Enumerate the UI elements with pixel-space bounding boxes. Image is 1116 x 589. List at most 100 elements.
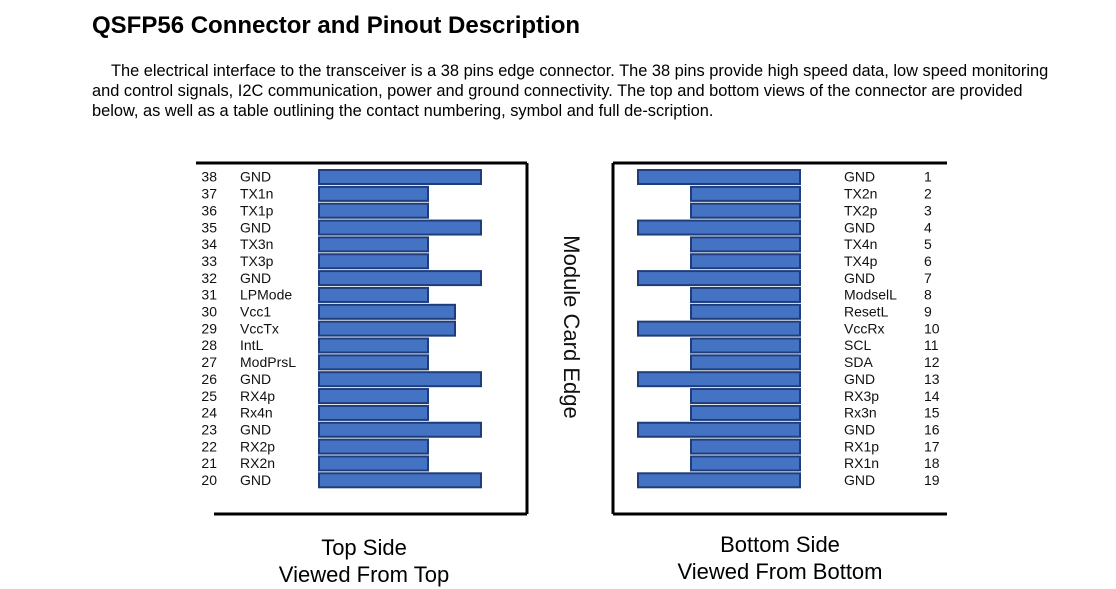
top_side-pin-36-symbol: TX1p — [240, 202, 274, 218]
bottom_side-pin-12-pad — [690, 354, 801, 371]
top_side-pin-28-pad — [318, 337, 429, 354]
top_side-pin-35-number: 35 — [201, 219, 217, 235]
bottom_side-pin-16-pad — [637, 421, 801, 438]
top_side-pin-33-number: 33 — [201, 253, 217, 269]
top-side-caption-line2: Viewed From Top — [278, 562, 450, 587]
bottom-side-pins: 1 GND 2 TX2n 3 TX2p 4 GND 5 TX4n 6 TX4p 7 GND 8 ModselL… — [637, 169, 940, 489]
top_side-pin-37-number: 37 — [201, 186, 217, 202]
page-title: QSFP56 Connector and Pinout Description — [92, 12, 581, 39]
bottom_side-pin-12-number: 12 — [924, 354, 940, 370]
top_side-pin-24-symbol: Rx4n — [240, 405, 273, 421]
bottom_side-pin-1-number: 1 — [924, 169, 932, 185]
top_side-pin-37-pad — [318, 185, 429, 202]
top_side-pin-22-pad — [318, 438, 429, 455]
bottom_side-pin-16-number: 16 — [924, 421, 940, 437]
top_side-pin-22-symbol: RX2p — [240, 438, 275, 454]
bottom_side-pin-6-number: 6 — [924, 253, 932, 269]
bottom_side-pin-17-symbol: RX1p — [844, 438, 879, 454]
bottom_side-pin-18-symbol: RX1n — [844, 455, 879, 471]
bottom_side-pin-17-pad — [690, 438, 801, 455]
bottom_side-pin-1-pad — [637, 169, 801, 185]
top_side-pin-32-number: 32 — [201, 270, 217, 286]
bottom_side-pin-14-pad — [690, 388, 801, 405]
top_side-pin-28-symbol: IntL — [240, 337, 264, 353]
top_side-pin-20-pad — [318, 472, 482, 489]
bottom_side-pin-8-symbol: ModselL — [844, 287, 897, 303]
top_side-pin-24-number: 24 — [201, 405, 217, 421]
top_side-pin-30-number: 30 — [201, 304, 217, 320]
bottom_side-pin-3-number: 3 — [924, 202, 932, 218]
bottom_side-pin-7-number: 7 — [924, 270, 932, 286]
bottom_side-pin-2-pad — [690, 185, 801, 202]
bottom_side-pin-10-symbol: VccRx — [844, 320, 884, 336]
bottom_side-pin-15-pad — [690, 404, 801, 421]
bottom_side-pin-4-number: 4 — [924, 219, 932, 235]
bottom_side-pin-17-number: 17 — [924, 438, 940, 454]
bottom_side-pin-18-number: 18 — [924, 455, 940, 471]
top-side-pins: 38 GND 37 TX1n 36 TX1p 35 GND 34 TX3n 33 TX3p 32 GND 3… — [201, 169, 482, 489]
bottom_side-pin-3-symbol: TX2p — [844, 202, 878, 218]
top_side-pin-37-symbol: TX1n — [240, 186, 273, 202]
top_side-pin-25-pad — [318, 388, 429, 405]
top_side-pin-31-symbol: LPMode — [240, 287, 292, 303]
top_side-pin-33-pad — [318, 253, 429, 270]
bottom_side-pin-11-symbol: SCL — [844, 337, 871, 353]
top-side-caption: Top Side Viewed From Top — [234, 534, 494, 588]
top_side-pin-21-symbol: RX2n — [240, 455, 275, 471]
bottom_side-pin-16-symbol: GND — [844, 421, 875, 437]
top_side-pin-30-symbol: Vcc1 — [240, 304, 271, 320]
top_side-pin-31-number: 31 — [201, 287, 217, 303]
description-paragraph: The electrical interface to the transcei… — [92, 62, 1049, 120]
top-side-frame — [196, 161, 529, 516]
top_side-pin-25-number: 25 — [201, 388, 217, 404]
bottom_side-pin-13-number: 13 — [924, 371, 940, 387]
bottom_side-pin-11-pad — [690, 337, 801, 354]
top_side-pin-33-symbol: TX3p — [240, 253, 274, 269]
bottom_side-pin-19-pad — [637, 472, 801, 489]
top_side-pin-31-pad — [318, 286, 429, 303]
top_side-pin-38-pad — [318, 169, 482, 185]
top_side-pin-27-pad — [318, 354, 429, 371]
bottom_side-pin-11-number: 11 — [924, 337, 939, 353]
bottom_side-pin-10-number: 10 — [924, 320, 940, 336]
top_side-pin-34-pad — [318, 236, 429, 253]
top-side-caption-line1: Top Side — [321, 535, 407, 560]
bottom_side-pin-8-number: 8 — [924, 287, 932, 303]
top_side-pin-36-number: 36 — [201, 202, 217, 218]
bottom-side-caption-line1: Bottom Side — [720, 532, 840, 557]
top_side-pin-36-pad — [318, 202, 429, 219]
bottom_side-pin-19-symbol: GND — [844, 472, 875, 488]
bottom-side-caption: Bottom Side Viewed From Bottom — [630, 531, 930, 585]
bottom_side-pin-13-pad — [637, 371, 801, 388]
top_side-pin-27-number: 27 — [201, 354, 217, 370]
top_side-pin-28-number: 28 — [201, 337, 217, 353]
top_side-pin-26-number: 26 — [201, 371, 217, 387]
module-card-edge-label: Module Card Edge — [559, 235, 584, 418]
top_side-pin-29-pad — [318, 320, 456, 337]
bottom-side-frame — [611, 161, 947, 516]
top_side-pin-34-number: 34 — [201, 236, 217, 252]
bottom_side-pin-5-pad — [690, 236, 801, 253]
top_side-pin-25-symbol: RX4p — [240, 388, 275, 404]
bottom_side-pin-4-symbol: GND — [844, 219, 875, 235]
bottom_side-pin-6-symbol: TX4p — [844, 253, 878, 269]
top_side-pin-32-symbol: GND — [240, 270, 271, 286]
top_side-pin-29-number: 29 — [201, 320, 217, 336]
top_side-pin-38-number: 38 — [201, 169, 217, 185]
top_side-pin-23-pad — [318, 421, 482, 438]
bottom_side-pin-8-pad — [690, 286, 801, 303]
top_side-pin-21-number: 21 — [201, 455, 217, 471]
top_side-pin-21-pad — [318, 455, 429, 472]
bottom_side-pin-3-pad — [690, 202, 801, 219]
top_side-pin-26-symbol: GND — [240, 371, 271, 387]
top_side-pin-26-pad — [318, 371, 482, 388]
top_side-pin-29-symbol: VccTx — [240, 320, 279, 336]
bottom_side-pin-19-number: 19 — [924, 472, 940, 488]
top_side-pin-27-symbol: ModPrsL — [240, 354, 296, 370]
top_side-pin-23-number: 23 — [201, 421, 217, 437]
bottom_side-pin-5-number: 5 — [924, 236, 932, 252]
bottom_side-pin-2-number: 2 — [924, 186, 932, 202]
bottom_side-pin-4-pad — [637, 219, 801, 236]
bottom_side-pin-13-symbol: GND — [844, 371, 875, 387]
